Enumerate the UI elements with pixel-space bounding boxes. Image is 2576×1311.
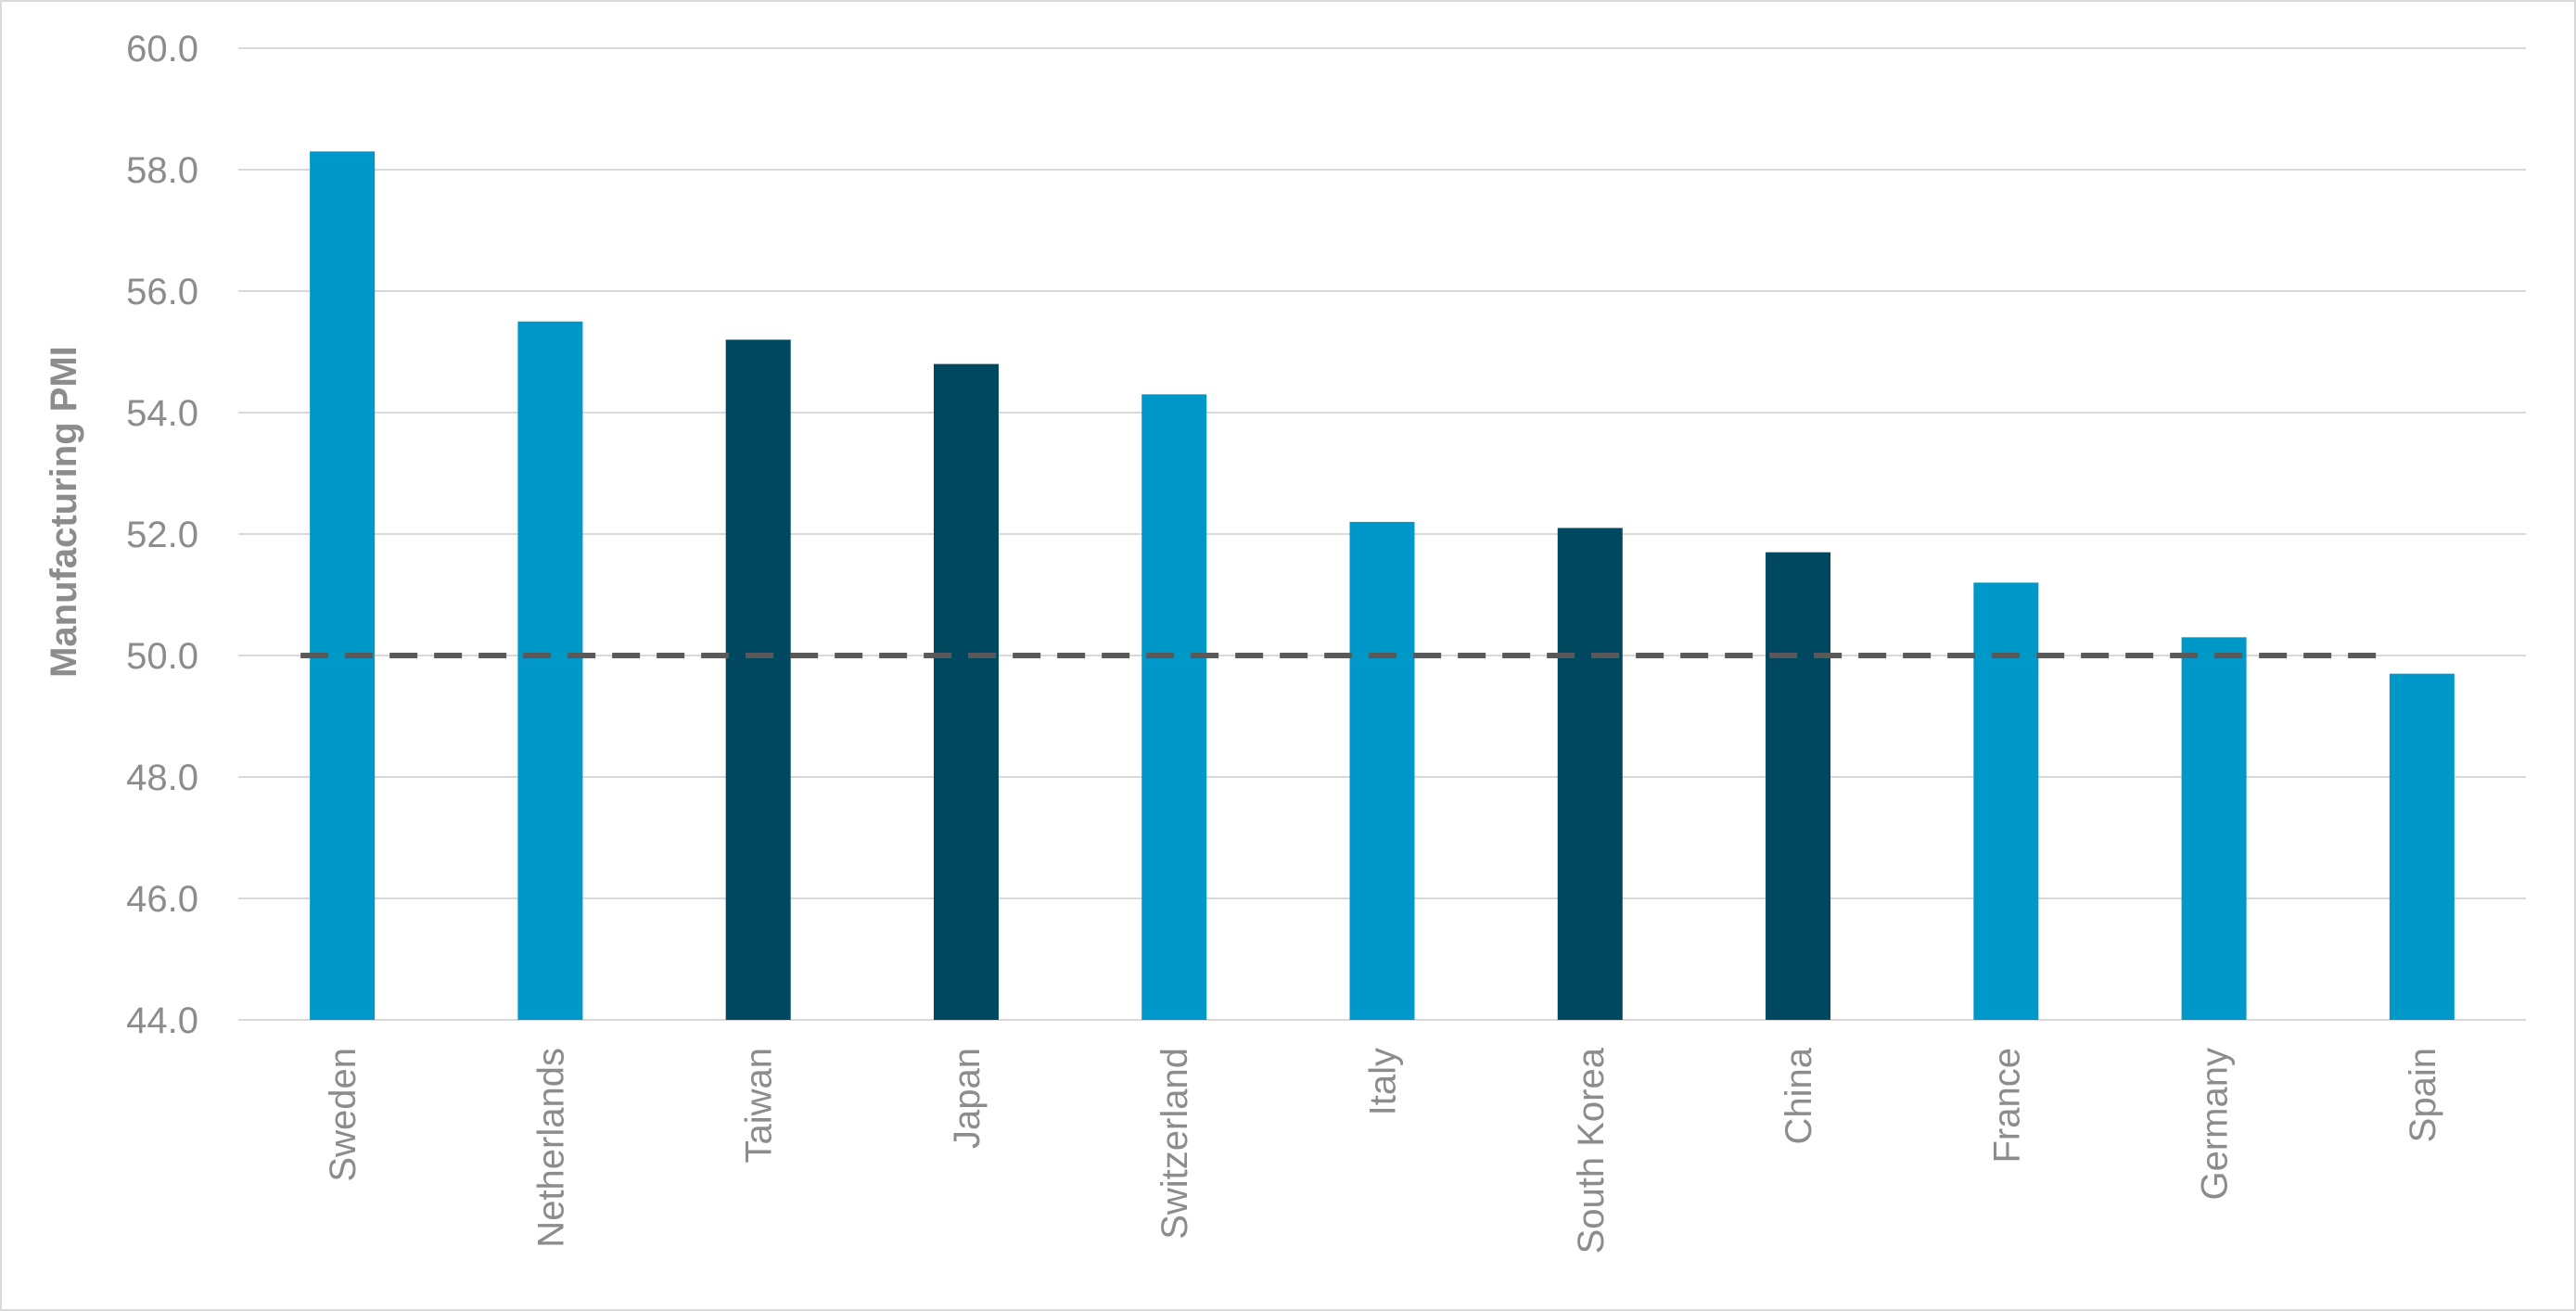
bar-spain [2389, 673, 2455, 1020]
y-tick-label: 50.0 [126, 636, 198, 677]
x-tick-label: Switzerland [1154, 1048, 1195, 1240]
y-tick-label: 54.0 [126, 393, 198, 434]
y-tick-label: 56.0 [126, 272, 198, 312]
y-axis-label: Manufacturing PMI [44, 346, 84, 678]
x-tick-label: Germany [2195, 1048, 2236, 1201]
y-axis-ticks: 44.0 46.0 48.0 50.0 52.0 54.0 56.0 58.0 60.0 [126, 29, 198, 1041]
x-axis-ticks: Sweden Netherlands Taiwan Japan Switzerland I… [323, 1047, 2443, 1254]
x-tick-label: Sweden [323, 1048, 363, 1182]
bar-switzerland [1141, 394, 1207, 1021]
bar-south-korea [1557, 528, 1623, 1020]
y-tick-label: 52.0 [126, 515, 198, 555]
y-tick-label: 48.0 [126, 757, 198, 798]
bar-germany [2181, 637, 2247, 1020]
bars [310, 151, 2455, 1021]
bar-japan [933, 363, 999, 1021]
y-tick-label: 60.0 [126, 29, 198, 70]
x-tick-label: Spain [2403, 1048, 2443, 1142]
bar-italy [1349, 521, 1415, 1020]
bar-taiwan [725, 339, 791, 1020]
x-tick-label: Taiwan [739, 1048, 780, 1164]
bar-france [1973, 582, 2039, 1020]
y-tick-label: 44.0 [126, 1000, 198, 1041]
x-tick-label: Netherlands [530, 1048, 571, 1248]
x-tick-label: Japan [947, 1048, 988, 1149]
x-tick-label: China [1779, 1047, 1819, 1144]
bar-netherlands [517, 321, 583, 1020]
bar-sweden [310, 151, 376, 1021]
bar-china [1766, 552, 1831, 1020]
x-tick-label: South Korea [1571, 1047, 1612, 1254]
y-tick-label: 58.0 [126, 150, 198, 191]
x-tick-label: Italy [1363, 1048, 1404, 1115]
x-tick-label: France [1986, 1048, 2027, 1164]
y-tick-label: 46.0 [126, 879, 198, 920]
